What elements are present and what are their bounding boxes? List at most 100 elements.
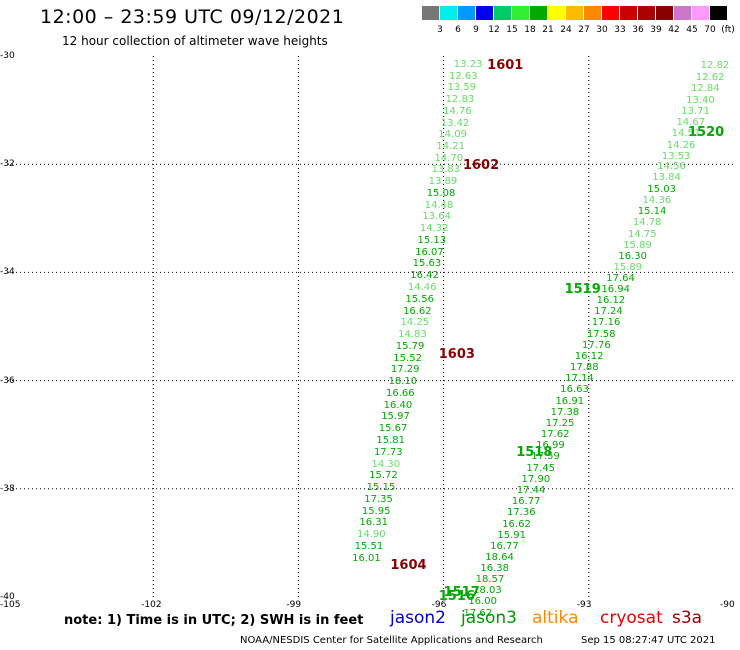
wave-height-value: 14.56: [657, 161, 686, 173]
wave-height-value: 14.36: [642, 195, 672, 207]
color-swatch: [584, 6, 601, 20]
color-swatch: [620, 6, 637, 20]
footer-credit: NOAA/NESDIS Center for Satellite Applica…: [240, 635, 543, 646]
wave-height-value: 12.82: [700, 60, 730, 72]
color-swatch: [440, 6, 457, 20]
color-swatch: [422, 6, 439, 20]
wave-height-value: 17.44: [516, 485, 546, 496]
wave-height-value: 15.79: [395, 341, 425, 353]
color-swatch: [476, 6, 493, 20]
color-swatch: [566, 6, 583, 20]
footer-timestamp: Sep 15 08:27:47 UTC 2021: [581, 635, 716, 646]
wave-height-value: 13.40: [686, 94, 715, 106]
latitude-tick-label: -32: [0, 159, 15, 170]
wave-height-value: 14.26: [666, 139, 696, 151]
wave-height-value: 13.53: [661, 150, 691, 162]
pass-number-label: 1602: [462, 157, 500, 173]
wave-height-value: 15.95: [361, 505, 391, 517]
color-scale-label: 24: [560, 25, 572, 35]
latitude-tick-label: -30: [0, 51, 15, 61]
wave-height-value: 15.89: [613, 262, 643, 274]
wave-height-value: 15.72: [369, 470, 398, 482]
wave-height-value: 15.51: [354, 541, 384, 553]
wave-height-value: 14.70: [434, 152, 464, 164]
pass-number-label: 1516: [438, 589, 475, 604]
wave-height-value: 15.97: [381, 411, 410, 423]
wave-height-value: 16.07: [415, 246, 444, 258]
wave-height-value: 16.94: [601, 284, 631, 296]
wave-height-value: 17.62: [540, 429, 570, 441]
wave-height-value: 15.91: [497, 529, 526, 541]
color-scale-label: 36: [632, 25, 644, 35]
wave-height-value: 17.35: [364, 494, 393, 506]
wave-height-value: 13.71: [681, 105, 710, 117]
wave-height-value: 17.38: [550, 406, 580, 418]
color-swatch: [548, 6, 565, 20]
wave-height-value: 18.64: [485, 552, 514, 564]
wave-height-value: 15.63: [412, 258, 442, 270]
longitude-tick-label: -90: [720, 600, 735, 610]
color-scale-label: 27: [578, 25, 590, 35]
wave-height-value: 16.42: [410, 270, 439, 282]
color-scale-label: 15: [506, 25, 518, 35]
color-swatch: [458, 6, 475, 20]
satellite-legend-item: cryosat: [600, 608, 663, 628]
wave-height-value: 17.16: [591, 317, 621, 329]
wave-height-value: 12.63: [448, 70, 478, 82]
wave-height-value: 17.90: [521, 473, 551, 485]
longitude-tick-label: -93: [576, 600, 592, 610]
color-swatch: [710, 6, 727, 20]
wave-height-value: 14.76: [443, 105, 472, 117]
pass-number-label: 1604: [390, 558, 427, 574]
wave-height-value: 17.36: [507, 507, 536, 519]
wave-height-value: 15.03: [647, 184, 677, 196]
wave-height-value: 15.56: [405, 294, 435, 306]
wave-height-value: 17.64: [606, 272, 635, 284]
color-scale-label: 12: [488, 25, 500, 35]
wave-height-value: 16.99: [536, 440, 565, 452]
wave-height-value: 14.48: [424, 199, 454, 211]
pass-number-label: 1517: [443, 585, 480, 601]
latitude-tick-label: -40: [0, 592, 15, 602]
color-swatch: [656, 6, 673, 20]
wave-height-value: 16.12: [574, 350, 604, 362]
wave-height-value: 17.58: [586, 328, 616, 340]
wave-height-value: 16.31: [359, 517, 389, 529]
wave-height-value: 12.83: [445, 93, 475, 105]
wave-height-value: 16.77: [511, 496, 541, 508]
wave-height-value: 16.66: [386, 388, 415, 400]
wave-height-value: 14.83: [398, 329, 427, 341]
color-scale-label: 9: [473, 25, 479, 35]
wave-height-value: 13.84: [652, 172, 681, 184]
color-scale-unit: (ft): [721, 25, 735, 35]
wave-height-value: 17.59: [531, 451, 560, 463]
color-swatch: [530, 6, 547, 20]
wave-height-value: 14.67: [676, 117, 706, 129]
longitude-tick-label: -96: [431, 600, 447, 610]
wave-height-value: 17.73: [373, 447, 403, 459]
wave-height-value: 14.78: [632, 217, 662, 229]
wave-height-value: 14.30: [371, 458, 401, 470]
wave-height-value: 16.30: [618, 250, 647, 262]
wave-height-value: 17.25: [545, 417, 575, 429]
wave-height-value: 16.77: [490, 540, 519, 552]
wave-height-value: 17.14: [565, 373, 594, 385]
wave-height-value: 18.03: [473, 585, 502, 597]
wave-height-value: 15.81: [376, 435, 405, 447]
wave-height-value: 14.09: [438, 129, 467, 141]
wave-height-value: 18.57: [475, 574, 505, 586]
wave-height-value: 16.01: [352, 552, 381, 564]
color-scale-label: 45: [686, 25, 698, 35]
color-scale-label: 30: [596, 25, 608, 35]
color-scale-label: 42: [668, 25, 680, 35]
wave-height-value: 16.38: [480, 562, 510, 574]
latitude-tick-label: -34: [0, 267, 15, 278]
units-note: note: 1) Time is in UTC; 2) SWH is in fe…: [64, 613, 364, 628]
satellite-legend-item: altika: [532, 608, 579, 628]
wave-height-value: 12.84: [690, 83, 720, 95]
color-scale-label: 6: [455, 25, 461, 35]
wave-height-value: 13.64: [422, 211, 451, 223]
wave-height-value: 14.75: [628, 228, 657, 240]
pass-number-label: 1601: [487, 57, 524, 73]
